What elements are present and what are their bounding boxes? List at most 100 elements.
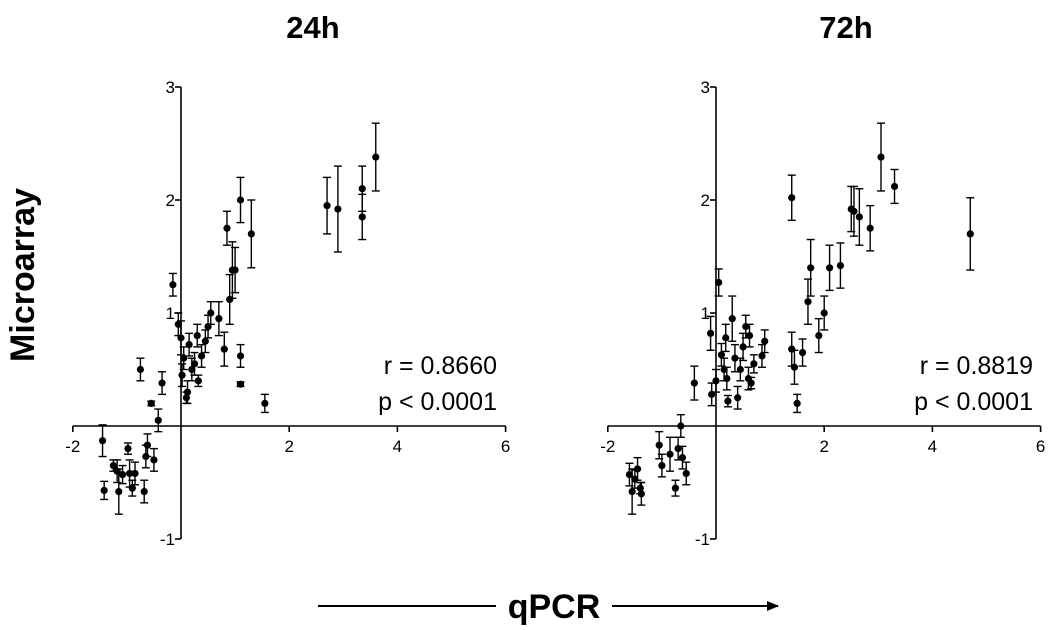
- data-point: [806, 238, 815, 297]
- data-point: [760, 329, 769, 354]
- point-marker: [866, 224, 874, 232]
- data-point: [728, 295, 737, 342]
- point-marker: [115, 487, 123, 496]
- point-marker: [731, 354, 739, 362]
- data-point: [637, 481, 646, 506]
- data-point: [185, 332, 194, 357]
- data-point: [197, 343, 206, 368]
- point-marker: [826, 264, 834, 272]
- data-point: [149, 447, 158, 472]
- y-tick-label: 3: [166, 78, 175, 97]
- y-tick-label: 2: [701, 191, 710, 210]
- data-point: [100, 480, 109, 501]
- data-point: [247, 199, 256, 269]
- data-point: [633, 456, 642, 481]
- point-marker: [850, 207, 858, 215]
- point-marker: [169, 281, 177, 289]
- data-point: [721, 323, 730, 353]
- point-marker: [722, 334, 730, 342]
- point-marker: [220, 345, 228, 353]
- data-point: [131, 461, 140, 486]
- point-marker: [637, 490, 645, 498]
- point-marker: [185, 341, 193, 349]
- point-marker: [723, 374, 731, 383]
- p-value: p < 0.0001: [378, 388, 497, 416]
- point-marker: [261, 399, 269, 407]
- data-point: [866, 204, 875, 252]
- point-marker: [658, 461, 666, 470]
- point-marker: [334, 205, 342, 213]
- data-point: [236, 176, 245, 224]
- point-marker: [724, 397, 732, 405]
- data-point: [194, 374, 203, 388]
- data-point: [118, 464, 127, 485]
- y-tick-label: 3: [701, 78, 710, 97]
- point-marker: [128, 484, 136, 492]
- data-point: [757, 343, 766, 368]
- point-marker: [633, 465, 642, 473]
- y-axis-title: Microarray: [4, 188, 42, 362]
- x-tick-label: 4: [393, 437, 402, 456]
- point-marker: [231, 266, 239, 274]
- point-marker: [677, 422, 685, 430]
- data-point: [736, 357, 745, 382]
- point-marker: [140, 487, 148, 496]
- data-point: [657, 453, 666, 478]
- point-marker: [745, 332, 754, 340]
- point-marker: [877, 153, 885, 161]
- point-marker: [215, 315, 223, 323]
- data-point: [706, 315, 715, 351]
- panel-24h: 24h -2 2 4 6 -1 1 2 3 r = 0.8660 p < 0.0001: [65, 10, 510, 549]
- point-marker: [178, 371, 186, 379]
- point-marker: [836, 261, 845, 270]
- point-marker: [628, 487, 636, 496]
- data-point: [178, 363, 187, 388]
- data-point: [214, 301, 223, 337]
- point-marker: [788, 194, 796, 202]
- data-point: [98, 424, 107, 458]
- point-marker: [666, 450, 674, 458]
- point-marker: [890, 182, 899, 191]
- point-marker: [793, 399, 801, 407]
- point-marker: [207, 309, 215, 317]
- point-marker: [358, 185, 366, 193]
- data-point: [690, 365, 699, 401]
- data-point: [158, 371, 167, 396]
- point-marker: [734, 394, 742, 402]
- point-marker: [150, 456, 158, 464]
- point-marker: [143, 441, 152, 449]
- data-point: [260, 393, 269, 414]
- point-marker: [147, 399, 155, 407]
- y-tick-label: 2: [166, 191, 175, 210]
- data-point: [877, 122, 886, 192]
- point-marker: [855, 213, 863, 221]
- correlation-r: r = 0.8819: [920, 352, 1033, 380]
- point-marker: [183, 388, 192, 396]
- point-marker: [715, 278, 723, 287]
- point-marker: [193, 332, 201, 340]
- data-point: [323, 176, 332, 235]
- x-tick-label: 2: [284, 437, 293, 456]
- point-marker: [358, 213, 366, 221]
- x-tick-label: -2: [600, 437, 615, 456]
- data-point: [798, 338, 807, 367]
- data-point: [855, 187, 864, 246]
- data-point: [712, 368, 720, 393]
- point-marker: [761, 337, 769, 345]
- point-marker: [636, 484, 644, 492]
- point-marker: [182, 394, 191, 402]
- point-marker: [815, 332, 823, 340]
- data-point: [147, 399, 156, 407]
- point-marker: [201, 337, 209, 345]
- x-tick-label: 6: [1036, 437, 1045, 456]
- point-marker: [728, 315, 736, 323]
- data-point: [787, 331, 796, 367]
- data-point: [825, 244, 834, 292]
- data-point: [154, 408, 163, 433]
- panel-title: 72h: [819, 10, 872, 45]
- data-point: [123, 442, 132, 455]
- data-point: [201, 329, 210, 354]
- point-marker: [118, 470, 127, 479]
- data-point: [128, 479, 137, 497]
- point-marker: [758, 352, 766, 360]
